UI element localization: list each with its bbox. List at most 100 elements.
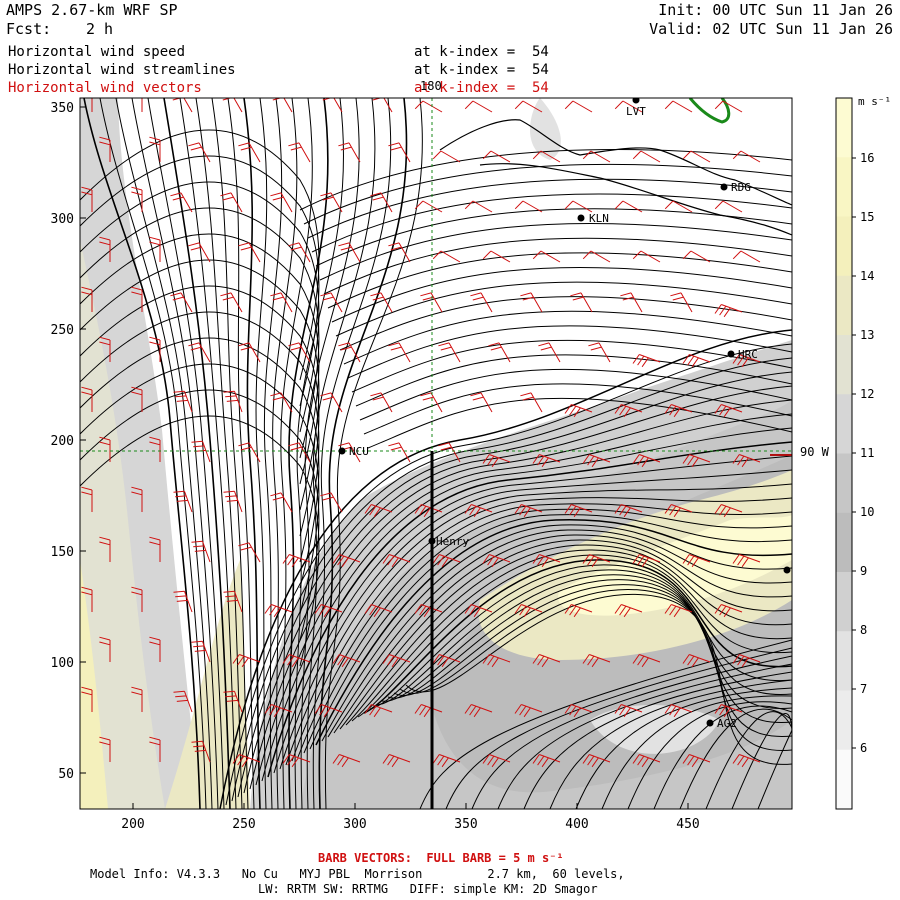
svg-text:350: 350	[454, 817, 477, 832]
streamline	[351, 549, 792, 722]
wind-barb	[682, 654, 711, 668]
colorbar-tick: 14	[852, 269, 874, 283]
wind-barb	[338, 342, 361, 363]
colorbar-bin	[836, 512, 852, 573]
wind-barb	[370, 292, 393, 313]
streamline	[327, 252, 792, 309]
svg-text:7: 7	[860, 682, 867, 696]
streamline	[300, 98, 360, 809]
wind-barb	[632, 654, 661, 668]
wind-barb	[282, 754, 311, 768]
wind-barb	[99, 736, 111, 762]
wind-barb	[632, 150, 661, 163]
wind-barb	[81, 486, 93, 512]
streamline	[237, 371, 792, 798]
wind-barb	[532, 654, 561, 668]
streamline	[179, 98, 237, 809]
wind-barb	[364, 604, 393, 618]
wind-barb	[320, 292, 343, 313]
streamline	[163, 98, 231, 809]
wind-barb	[564, 504, 593, 518]
wind-barb	[149, 536, 161, 562]
wind-barb	[99, 236, 111, 262]
streamline	[549, 679, 792, 809]
wind-barb	[532, 554, 561, 568]
wind-barb	[482, 454, 511, 468]
svg-text:200: 200	[121, 817, 144, 832]
wind-barb	[149, 236, 161, 262]
wind-barb	[238, 242, 261, 263]
wind-barb	[432, 654, 461, 668]
wind-barb	[270, 392, 293, 413]
wind-barb	[632, 354, 661, 368]
streamline	[231, 357, 792, 802]
svg-text:16: 16	[860, 151, 874, 165]
wind-barb	[582, 654, 611, 668]
wind-barb	[372, 98, 393, 113]
streamline	[243, 385, 792, 794]
model-info: Model Info: V4.3.3 No Cu MYJ PBL Morriso…	[90, 867, 625, 881]
wind-barb	[532, 250, 561, 263]
wind-barb	[173, 490, 193, 513]
wind-barb	[682, 354, 711, 368]
wind-barb	[332, 654, 361, 668]
streamline	[80, 363, 320, 615]
svg-text:100: 100	[51, 656, 74, 671]
station-lvt: LVT	[626, 98, 646, 118]
wind-barb	[188, 242, 211, 263]
wind-barb	[714, 504, 743, 518]
y-tick: 250	[51, 323, 86, 338]
wind-barb	[432, 554, 461, 568]
wind-barb	[582, 554, 611, 568]
wind-barb	[482, 250, 511, 263]
wind-barb	[264, 704, 293, 718]
meridian-label: 180	[420, 79, 442, 93]
wind-barb	[432, 150, 461, 163]
wind-barb	[582, 454, 611, 468]
colorbar-bin	[836, 98, 852, 158]
wind-barb	[664, 100, 693, 113]
wind-barb	[714, 604, 743, 618]
wind-barb	[632, 554, 661, 568]
wind-barb	[332, 754, 361, 768]
streamline	[471, 655, 792, 809]
wind-barb	[149, 736, 161, 762]
wind-barb	[99, 136, 111, 162]
colorbar-tick: 8	[852, 623, 867, 637]
wind-barb	[288, 342, 311, 363]
svg-text:250: 250	[232, 817, 255, 832]
streamline	[219, 329, 792, 809]
wind-barb	[732, 150, 761, 163]
wind-barb	[131, 486, 143, 512]
streamline	[523, 671, 792, 809]
y-axis: 350 300 250 200 150 100 50	[51, 101, 86, 782]
wind-barb	[514, 604, 543, 618]
streamline	[345, 544, 792, 726]
wind-barb	[364, 504, 393, 518]
wind-barb	[370, 392, 393, 413]
wind-barb	[664, 504, 693, 518]
wind-barb	[482, 554, 511, 568]
streamline	[99, 98, 207, 809]
y-tick: 350	[51, 101, 86, 116]
forecast-hour: 2 h	[86, 20, 114, 38]
colorbar-bin	[836, 335, 852, 395]
streamline	[405, 593, 792, 765]
wind-barb	[614, 604, 643, 618]
streamline	[294, 98, 344, 809]
wind-barb	[732, 354, 761, 368]
wind-barb	[714, 404, 743, 418]
stations: LVT RDG KLN HRC NCU Henry AG2	[338, 98, 791, 730]
wind-barb	[238, 342, 261, 363]
wind-barb	[564, 200, 593, 213]
wind-barb	[470, 392, 493, 413]
wind-barb	[370, 192, 393, 213]
wind-barb	[614, 100, 643, 113]
streamline	[280, 98, 313, 809]
streamline	[367, 397, 792, 449]
wind-barb	[464, 704, 493, 718]
wind-barb	[332, 554, 361, 568]
wind-barb	[732, 754, 761, 768]
svg-text:6: 6	[860, 741, 867, 755]
wind-barb	[682, 754, 711, 768]
